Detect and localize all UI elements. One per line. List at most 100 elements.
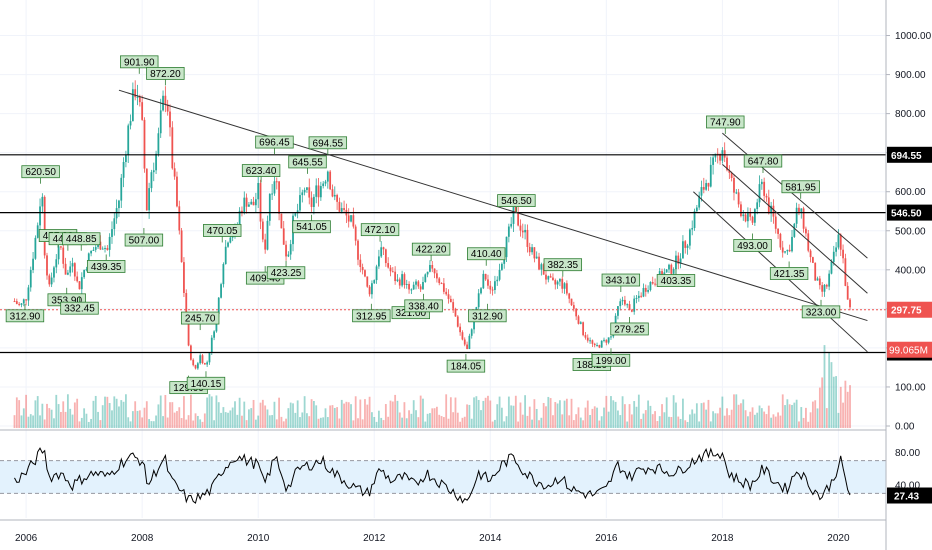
price-bar-body xyxy=(50,277,53,285)
price-bar-body xyxy=(800,208,803,212)
price-bar-body xyxy=(742,214,745,217)
price-bar-body xyxy=(208,353,211,363)
volume-bar xyxy=(617,410,619,428)
volume-bar xyxy=(607,411,610,428)
pivot-label: 645.55 xyxy=(292,157,323,168)
price-bar-body xyxy=(818,278,821,286)
rsi-tick-label: 40.00 xyxy=(895,481,920,492)
volume-bar xyxy=(800,407,803,428)
volume-bar xyxy=(97,411,99,428)
volume-bar xyxy=(535,408,538,428)
price-bar-body xyxy=(415,281,417,285)
pivot-label: 338.40 xyxy=(408,301,439,312)
volume-bar xyxy=(579,417,582,428)
price-bar-body xyxy=(340,208,343,212)
volume-bar xyxy=(714,413,717,428)
volume-bar xyxy=(628,404,631,428)
volume-bar xyxy=(707,399,710,428)
volume-bar xyxy=(326,417,329,428)
price-bar-body xyxy=(700,187,703,196)
price-bar-body xyxy=(92,249,95,251)
price-bar-body xyxy=(138,96,141,103)
volume-bar xyxy=(361,419,364,428)
volume-bar xyxy=(449,397,452,428)
price-bar-body xyxy=(454,308,457,317)
price-bar-body xyxy=(628,304,631,311)
volume-bar xyxy=(763,411,766,428)
price-bar-body xyxy=(248,204,250,207)
volume-bar xyxy=(384,404,387,428)
volume-tag xyxy=(887,341,932,358)
price-bar-body xyxy=(849,299,851,308)
trendline xyxy=(722,132,868,259)
price-bar-body xyxy=(57,246,60,260)
volume-bar xyxy=(282,421,285,428)
price-bar-body xyxy=(83,269,86,278)
price-bar-body xyxy=(526,229,529,247)
price-bar-body xyxy=(389,267,392,272)
volume-bar xyxy=(791,404,793,428)
volume-bar xyxy=(756,412,759,428)
price-bar-body xyxy=(489,285,492,290)
price-bar-body xyxy=(224,246,227,265)
volume-bar xyxy=(475,396,478,428)
price-bar-body xyxy=(621,299,624,302)
price-bar-body xyxy=(461,332,464,340)
volume-bar xyxy=(747,416,749,428)
price-bar-body xyxy=(155,153,157,171)
price-bar-body xyxy=(447,294,450,299)
price-bar-body xyxy=(366,276,369,287)
volume-bar xyxy=(468,404,471,428)
volume-bar xyxy=(818,387,821,428)
volume-bar xyxy=(603,407,605,428)
price-bar-body xyxy=(825,284,828,287)
price-bar-body xyxy=(145,168,148,211)
price-bar-body xyxy=(317,185,320,198)
volume-bar xyxy=(368,396,371,428)
volume-bar xyxy=(377,410,380,428)
price-bar-body xyxy=(213,331,216,338)
rsi-value-label: 27.43 xyxy=(894,492,919,503)
pivot-label: 747.90 xyxy=(710,117,741,128)
volume-bar xyxy=(271,415,274,428)
volume-bar xyxy=(440,416,443,428)
volume-bar xyxy=(591,408,594,428)
price-bar-body xyxy=(705,183,708,190)
volume-bar xyxy=(514,395,517,428)
volume-bar xyxy=(774,416,777,428)
price-bar-body xyxy=(287,254,290,257)
volume-bar xyxy=(90,418,92,428)
price-bar-body xyxy=(670,264,673,274)
volume-bar xyxy=(80,417,83,428)
price-bar-body xyxy=(781,247,784,253)
price-bar-body xyxy=(408,283,410,290)
price-bar-body xyxy=(32,258,34,271)
volume-bar xyxy=(417,417,420,428)
volume-bar xyxy=(623,404,626,428)
price-bar-body xyxy=(837,234,840,248)
price-bar-body xyxy=(162,95,164,111)
price-bar-body xyxy=(422,282,424,290)
price-bar-body xyxy=(442,283,445,292)
volume-bar xyxy=(668,416,670,428)
volume-bar xyxy=(268,415,271,428)
volume-bar xyxy=(830,362,833,428)
price-bar-body xyxy=(148,188,151,211)
pivot-label-box xyxy=(203,224,242,237)
price-bar-body xyxy=(633,298,636,312)
price-bar-body xyxy=(41,196,44,207)
volume-bar xyxy=(575,414,578,428)
price-bar-body xyxy=(131,89,134,122)
volume-bar xyxy=(85,413,88,428)
price-bar-body xyxy=(482,273,485,289)
volume-bar xyxy=(208,394,211,428)
volume-bar xyxy=(691,409,694,428)
volume-bar xyxy=(821,377,824,428)
price-bar-body xyxy=(159,110,162,134)
price-bar-body xyxy=(675,255,677,270)
volume-bar xyxy=(373,416,376,428)
volume-bar xyxy=(760,408,763,428)
volume-bar xyxy=(459,421,462,428)
price-bar-body xyxy=(187,320,190,346)
